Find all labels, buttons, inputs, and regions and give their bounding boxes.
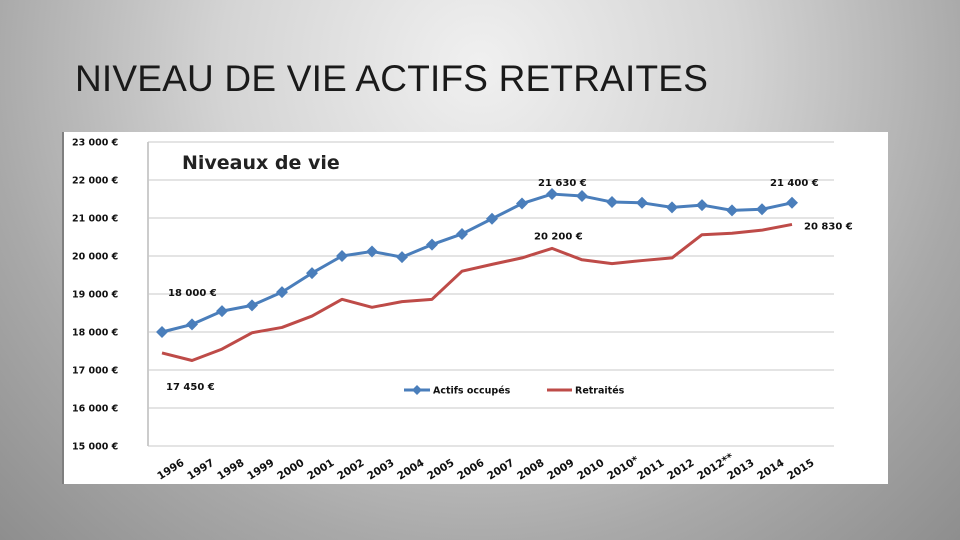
x-tick-label: 1997 [185, 457, 216, 483]
x-tick-label: 2007 [485, 457, 516, 483]
data-point [246, 299, 258, 312]
legend-label-retraites: Retraités [575, 386, 625, 397]
chart-title: Niveaux de vie [182, 152, 340, 174]
x-tick-label: 2002 [335, 457, 366, 483]
slide-title: NIVEAU DE VIE ACTIFS RETRAITES [75, 58, 709, 99]
x-tick-label: 2006 [455, 457, 486, 483]
x-tick-label: 2008 [515, 457, 546, 483]
data-point [276, 286, 288, 299]
x-tick-label: 1998 [215, 457, 246, 483]
data-point [786, 196, 798, 209]
x-tick-label: 1996 [155, 457, 186, 483]
data-point [696, 199, 708, 212]
data-label: 21 630 € [538, 178, 587, 189]
data-label: 21 400 € [770, 178, 819, 189]
data-point [156, 326, 168, 338]
data-point [756, 203, 768, 216]
x-tick-label: 2001 [305, 457, 336, 483]
y-tick-label: 17 000 € [72, 366, 118, 377]
x-tick-label: 2015 [785, 457, 816, 483]
data-point [366, 245, 378, 258]
x-tick-label: 2009 [545, 457, 576, 483]
x-tick-label: 2000 [275, 457, 306, 483]
legend-marker-actifs [412, 385, 422, 395]
chart-area: 23 000 € 22 000 € 21 000 € 20 000 € 19 000 €… [64, 132, 888, 484]
x-tick-label: 2010* [605, 454, 641, 483]
data-point [636, 196, 648, 209]
data-label: 20 830 € [804, 221, 853, 232]
data-point [186, 318, 198, 331]
x-tick-label: 1999 [245, 457, 276, 483]
y-tick-label: 19 000 € [72, 290, 118, 301]
data-point [726, 204, 738, 217]
data-point [546, 188, 558, 201]
data-label: 20 200 € [534, 231, 583, 242]
data-point [606, 196, 618, 209]
y-tick-label: 16 000 € [72, 404, 118, 415]
data-point [396, 251, 408, 264]
data-point [426, 238, 438, 251]
legend-label-actifs: Actifs occupés [433, 386, 511, 397]
data-point [456, 227, 468, 240]
x-tick-label: 2004 [395, 457, 426, 483]
x-tick-label: 2011 [635, 457, 666, 483]
x-tick-label: 2010 [575, 457, 606, 483]
data-point [336, 250, 348, 262]
data-point [516, 197, 528, 210]
data-point [486, 212, 498, 225]
y-tick-label: 20 000 € [72, 252, 118, 263]
y-tick-label: 23 000 € [72, 138, 118, 149]
series-line-retraites [161, 222, 793, 362]
data-point [666, 201, 678, 214]
data-point [216, 305, 228, 318]
y-tick-label: 22 000 € [72, 176, 118, 187]
x-tick-label: 2012 [665, 457, 696, 483]
line-chart: 23 000 € 22 000 € 21 000 € 20 000 € 19 000 €… [72, 138, 853, 483]
data-point [576, 189, 588, 202]
data-label: 17 450 € [166, 382, 215, 393]
y-tick-label: 18 000 € [72, 328, 118, 339]
data-point [306, 267, 318, 280]
x-tick-label: 2003 [365, 457, 396, 483]
series-line-actifs [161, 192, 793, 334]
y-tick-label: 15 000 € [72, 442, 118, 453]
x-tick-label: 2014 [755, 457, 786, 483]
x-tick-label: 2005 [425, 457, 456, 483]
data-label: 18 000 € [168, 288, 217, 299]
y-tick-label: 21 000 € [72, 214, 118, 225]
